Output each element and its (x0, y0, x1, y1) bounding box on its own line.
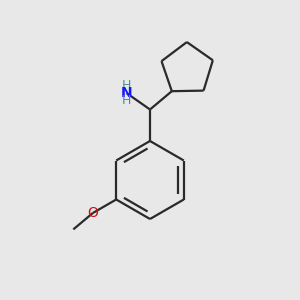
Text: H: H (122, 79, 131, 92)
Text: H: H (122, 94, 131, 107)
Text: N: N (121, 86, 133, 100)
Text: O: O (87, 206, 98, 220)
